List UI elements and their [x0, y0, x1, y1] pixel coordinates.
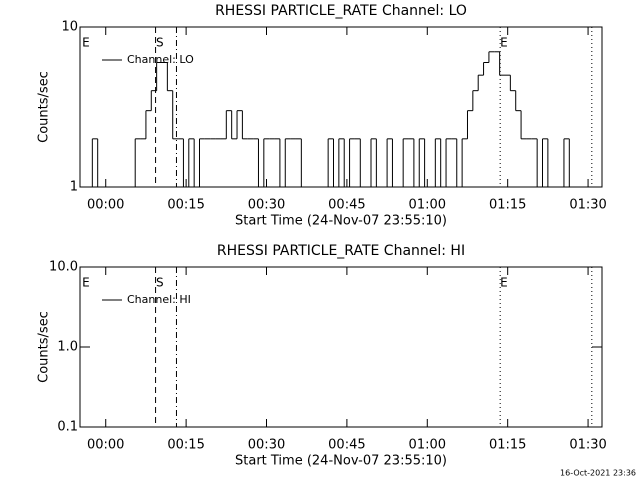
- footer: 16-Oct-2021 23:36: [560, 469, 636, 478]
- y-tick-label: 0.1: [57, 420, 78, 435]
- event-flag: E: [500, 36, 508, 50]
- x-tick-label: 01:30: [569, 438, 606, 453]
- event-flag: S: [156, 36, 164, 50]
- x-tick-label: 00:00: [87, 438, 124, 453]
- x-tick-label: 01:00: [409, 198, 446, 213]
- x-axis-label: Start Time (24-Nov-07 23:55:10): [235, 454, 447, 469]
- y-tick-label: 10.0: [49, 260, 78, 275]
- y-tick-label: 10: [61, 20, 78, 35]
- chart-title: RHESSI PARTICLE_RATE Channel: LO: [215, 3, 467, 19]
- legend-label: Channel: HI: [127, 293, 191, 306]
- event-flag: E: [500, 276, 508, 290]
- x-tick-label: 01:00: [409, 438, 446, 453]
- legend-label: Channel: LO: [127, 53, 194, 66]
- event-flag: S: [156, 276, 164, 290]
- x-tick-label: 00:30: [248, 438, 285, 453]
- x-tick-label: 00:15: [167, 438, 204, 453]
- y-tick-label: 1.0: [57, 340, 78, 355]
- y-axis-label: Counts/sec: [37, 311, 52, 383]
- chart-title: RHESSI PARTICLE_RATE Channel: HI: [217, 243, 465, 259]
- plot-frame: [79, 266, 603, 428]
- plot-frame: [79, 26, 603, 188]
- x-axis-label: Start Time (24-Nov-07 23:55:10): [235, 214, 447, 229]
- event-flag: E: [82, 276, 90, 290]
- x-tick-label: 01:15: [489, 438, 526, 453]
- x-tick-label: 00:45: [328, 198, 365, 213]
- x-tick-label: 00:15: [167, 198, 204, 213]
- x-tick-label: 00:30: [248, 198, 285, 213]
- x-tick-label: 01:15: [489, 198, 526, 213]
- x-tick-label: 00:45: [328, 438, 365, 453]
- y-tick-label: 1: [70, 180, 78, 195]
- event-flag: E: [82, 36, 90, 50]
- y-axis-label: Counts/sec: [37, 71, 52, 143]
- x-tick-label: 01:30: [569, 198, 606, 213]
- x-tick-label: 00:00: [87, 198, 124, 213]
